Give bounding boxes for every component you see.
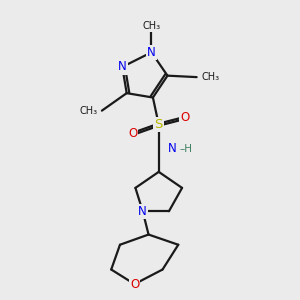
Text: CH₃: CH₃ xyxy=(80,106,98,116)
Text: O: O xyxy=(128,128,137,140)
Text: S: S xyxy=(154,118,163,131)
Text: N: N xyxy=(138,205,147,218)
Text: O: O xyxy=(180,111,190,124)
Text: N: N xyxy=(168,142,177,155)
Text: –H: –H xyxy=(180,143,193,154)
Text: O: O xyxy=(130,278,139,291)
Text: CH₃: CH₃ xyxy=(142,21,160,31)
Text: N: N xyxy=(118,60,127,74)
Text: N: N xyxy=(147,46,156,59)
Text: CH₃: CH₃ xyxy=(201,72,219,82)
